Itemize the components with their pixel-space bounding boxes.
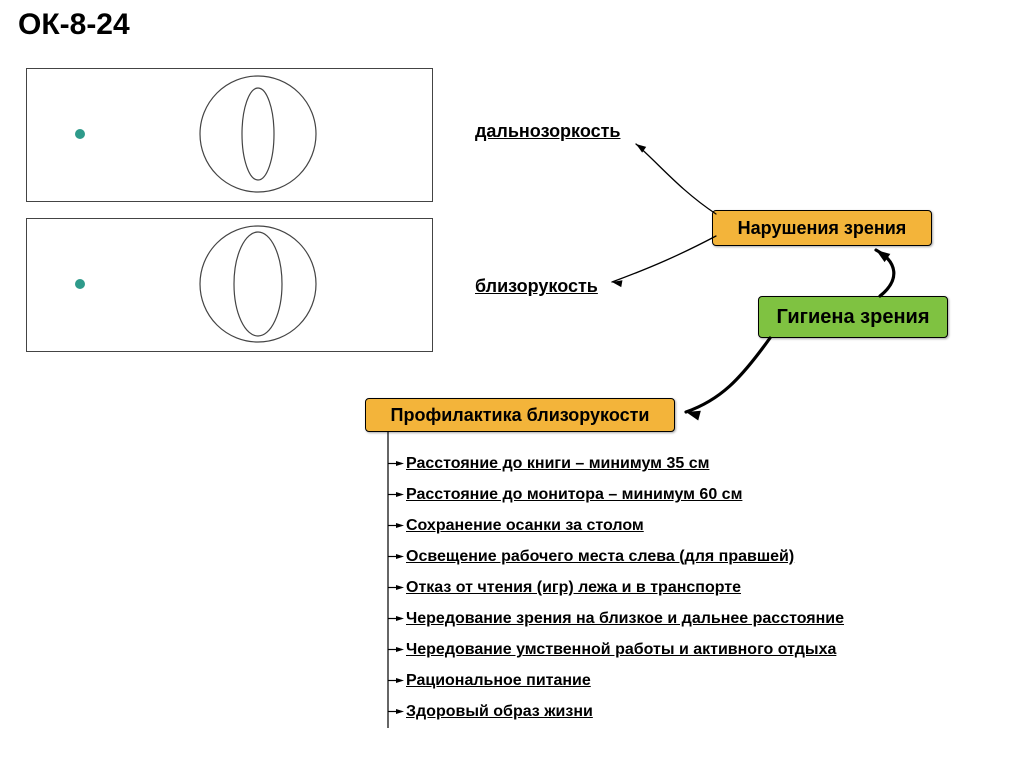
- diagram-stage: ОК-8-24 дальнозоркость близорукость Нару…: [0, 0, 1027, 768]
- chip-prevention: Профилактика близорукости: [365, 398, 675, 432]
- label-nearsight: близорукость: [475, 276, 598, 297]
- eye-box-top: [26, 68, 433, 202]
- prevention-list-item: Расстояние до книги – минимум 35 см: [406, 448, 844, 479]
- prevention-list-item: Чередование зрения на близкое и дальнее …: [406, 603, 844, 634]
- chip-vision-disorders: Нарушения зрения: [712, 210, 932, 246]
- prevention-list-item: Здоровый образ жизни: [406, 696, 844, 727]
- chip-label: Профилактика близорукости: [391, 405, 650, 426]
- prevention-list-item: Расстояние до монитора – минимум 60 см: [406, 479, 844, 510]
- eye-box-bottom: [26, 218, 433, 352]
- label-farsight: дальнозоркость: [475, 121, 620, 142]
- chip-label: Нарушения зрения: [738, 218, 907, 239]
- prevention-list-item: Чередование умственной работы и активног…: [406, 634, 844, 665]
- prevention-list-item: Рациональное питание: [406, 665, 844, 696]
- prevention-list: Расстояние до книги – минимум 35 смРасст…: [406, 448, 844, 727]
- page-title: ОК-8-24: [18, 8, 130, 42]
- prevention-list-item: Освещение рабочего места слева (для прав…: [406, 541, 844, 572]
- chip-label: Гигиена зрения: [777, 306, 930, 329]
- prevention-list-item: Сохранение осанки за столом: [406, 510, 844, 541]
- prevention-list-item: Отказ от чтения (игр) лежа и в транспорт…: [406, 572, 844, 603]
- chip-vision-hygiene: Гигиена зрения: [758, 296, 948, 338]
